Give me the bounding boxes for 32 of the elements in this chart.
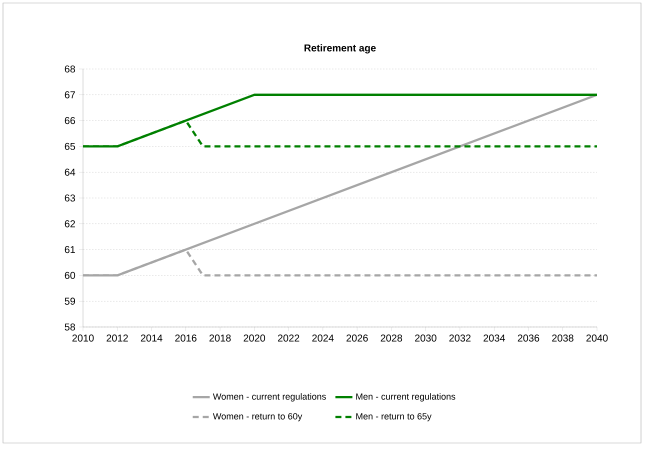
x-tick-label: 2018: [209, 334, 231, 342]
y-tick-label: 58: [64, 323, 76, 331]
x-tick-label: 2036: [518, 334, 540, 342]
x-tick-label: 2014: [140, 334, 162, 342]
x-tick-label: 2024: [312, 334, 334, 342]
y-tick-label: 65: [64, 142, 76, 150]
x-tick-label: 2012: [106, 334, 128, 342]
legend-label: Men - current regulations: [356, 393, 456, 402]
y-tick-label: 64: [64, 168, 76, 176]
legend-label: Women - return to 60y: [212, 413, 302, 422]
y-tick-label: 68: [64, 65, 76, 73]
x-tick-label: 2016: [175, 334, 196, 342]
x-tick-label: 2026: [346, 334, 368, 342]
x-tick-label: 2030: [415, 334, 436, 342]
legend-label: Women - current regulations: [212, 393, 326, 402]
y-tick-label: 62: [64, 220, 75, 228]
x-tick-label: 2040: [586, 334, 608, 342]
y-tick-label: 60: [64, 272, 76, 279]
y-tick-label: 59: [64, 298, 76, 305]
x-tick-label: 2010: [72, 334, 94, 342]
x-tick-label: 2022: [278, 334, 300, 342]
x-tick-label: 2032: [449, 334, 471, 342]
y-tick-label: 67: [64, 91, 75, 98]
y-tick-label: 61: [64, 246, 75, 254]
y-tick-label: 63: [64, 194, 76, 202]
chart-title: Retirement age: [304, 44, 376, 54]
legend-label: Men - return to 65y: [356, 413, 432, 422]
x-tick-label: 2020: [244, 334, 266, 342]
x-tick-label: 2038: [552, 334, 574, 342]
x-tick-label: 2028: [380, 334, 402, 342]
x-tick-label: 2034: [484, 334, 506, 342]
y-tick-label: 66: [64, 117, 76, 124]
